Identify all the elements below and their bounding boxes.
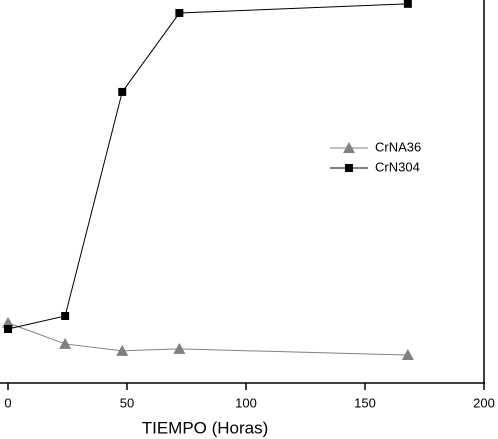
series-line xyxy=(7,322,408,356)
marker xyxy=(61,311,70,320)
x-tick-label: 150 xyxy=(354,395,376,410)
x-axis-label: TIEMPO (Horas) xyxy=(142,418,269,437)
marker xyxy=(403,0,412,8)
legend-label: CrN304 xyxy=(375,159,420,174)
marker xyxy=(175,9,184,18)
marker xyxy=(4,324,12,333)
x-tick-label: 100 xyxy=(235,395,257,410)
marker xyxy=(118,87,127,96)
marker xyxy=(343,142,355,153)
marker xyxy=(345,164,353,172)
x-tick-label: 50 xyxy=(120,395,134,410)
marker xyxy=(116,344,129,356)
marker xyxy=(173,342,186,354)
legend-label: CrNA36 xyxy=(375,139,421,154)
x-tick-label: 200 xyxy=(473,395,495,410)
marker xyxy=(59,337,72,349)
marker xyxy=(401,349,414,361)
x-tick-label: 0 xyxy=(4,395,11,410)
